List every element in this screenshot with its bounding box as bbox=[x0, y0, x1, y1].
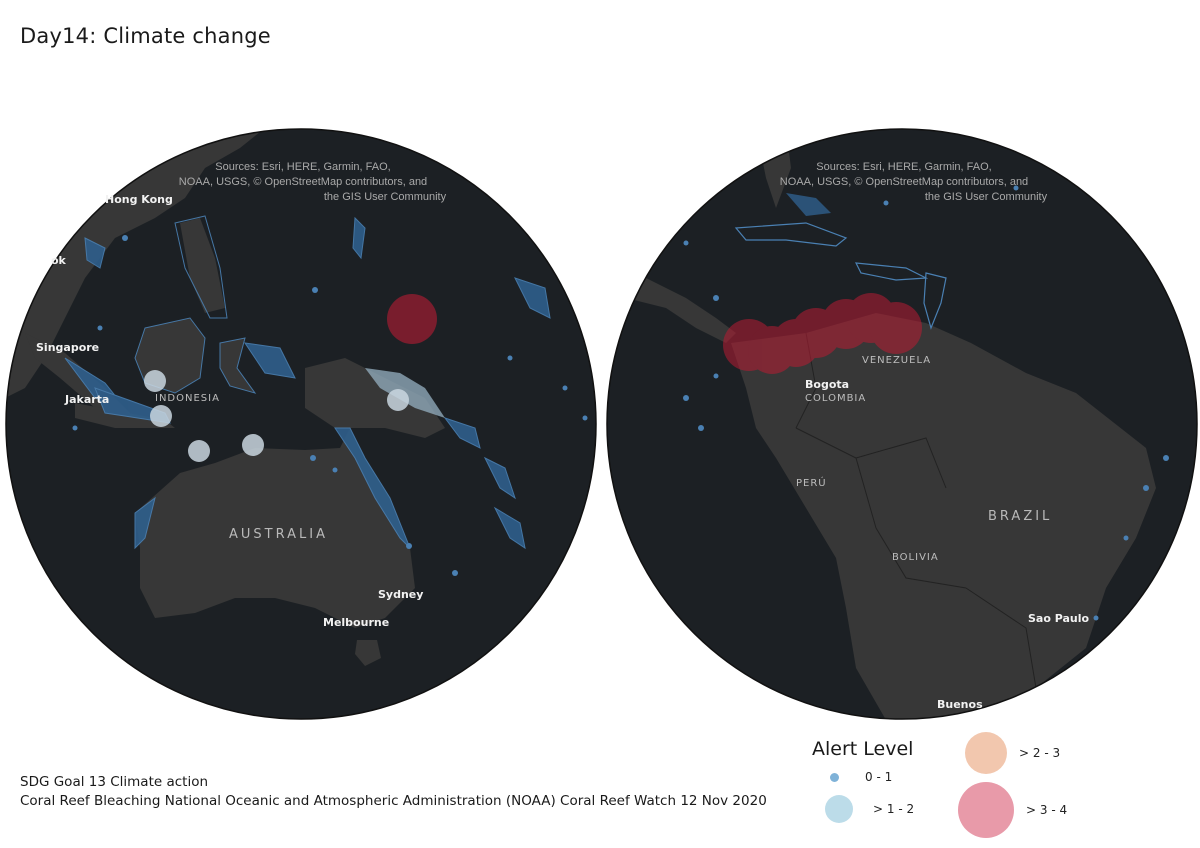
map-credit-2: NOAA, USGS, © OpenStreetMap contributors… bbox=[780, 176, 1028, 188]
land-south-america bbox=[731, 313, 1156, 719]
map-credit-3: the GIS User Community bbox=[925, 191, 1048, 203]
map-credit-1: Sources: Esri, HERE, Garmin, FAO, bbox=[215, 161, 390, 173]
legend-swatch-1-2 bbox=[825, 795, 853, 823]
label-buenos-aires: Buenos bbox=[937, 698, 983, 711]
map-indo-pacific[interactable]: Sources: Esri, HERE, Garmin, FAO, NOAA, … bbox=[5, 128, 597, 720]
alert-high-marshall[interactable] bbox=[387, 294, 437, 344]
footer-line-source: Coral Reef Bleaching National Oceanic an… bbox=[20, 793, 767, 809]
map-americas[interactable]: Sources: Esri, HERE, Garmin, FAO, NOAA, … bbox=[606, 128, 1198, 720]
label-bogota: Bogota bbox=[805, 378, 849, 391]
reef-hispaniola bbox=[854, 262, 929, 281]
label-peru: PERÚ bbox=[796, 476, 827, 489]
map-americas-canvas: Sources: Esri, HERE, Garmin, FAO, NOAA, … bbox=[606, 128, 1198, 720]
label-melbourne: Melbourne bbox=[323, 616, 389, 629]
map-credit-3: the GIS User Community bbox=[324, 191, 447, 203]
legend-title: Alert Level bbox=[812, 738, 914, 760]
legend-label-3-4: > 3 - 4 bbox=[1026, 803, 1068, 817]
legend-swatch-0-1 bbox=[830, 772, 839, 782]
alert-low-3[interactable] bbox=[188, 440, 210, 462]
alert-low-2[interactable] bbox=[150, 405, 172, 427]
land-australia bbox=[135, 428, 415, 628]
legend-item-3-4: > 3 - 4 bbox=[958, 782, 1067, 838]
map-credit-2: NOAA, USGS, © OpenStreetMap contributors… bbox=[179, 176, 427, 188]
legend-swatch-3-4 bbox=[958, 782, 1014, 838]
alert-low-4[interactable] bbox=[242, 434, 264, 456]
legend-label-0-1: 0 - 1 bbox=[865, 770, 893, 784]
land-philippines bbox=[180, 218, 225, 313]
land-new-guinea bbox=[305, 358, 445, 438]
label-jakarta: Jakarta bbox=[64, 393, 109, 406]
legend-item-1-2: > 1 - 2 bbox=[825, 795, 914, 823]
label-sao-paulo: Sao Paulo bbox=[1028, 612, 1090, 625]
label-singapore: Singapore bbox=[36, 341, 99, 354]
footer-line-goal: SDG Goal 13 Climate action bbox=[20, 774, 209, 790]
legend-item-0-1: 0 - 1 bbox=[830, 770, 892, 784]
alert-high-7[interactable] bbox=[870, 302, 922, 354]
label-bolivia: BOLIVIA bbox=[892, 552, 939, 563]
legend-label-2-3: > 2 - 3 bbox=[1019, 746, 1061, 760]
alert-low-1[interactable] bbox=[144, 370, 166, 392]
reef-cuba bbox=[734, 222, 848, 247]
label-indonesia: INDONESIA bbox=[155, 393, 220, 404]
label-sydney: Sydney bbox=[378, 588, 423, 601]
label-bangkok: ok bbox=[51, 254, 67, 267]
map-credit-1: Sources: Esri, HERE, Garmin, FAO, bbox=[816, 161, 991, 173]
label-hong-kong: Hong Kong bbox=[105, 193, 173, 206]
page-title: Day14: Climate change bbox=[20, 24, 271, 48]
footer-source: SDG Goal 13 Climate action Coral Reef Bl… bbox=[20, 773, 767, 811]
map-indo-pacific-canvas: Sources: Esri, HERE, Garmin, FAO, NOAA, … bbox=[5, 128, 597, 720]
land-tasmania bbox=[355, 640, 381, 666]
alert-low-5[interactable] bbox=[387, 389, 409, 411]
legend: Alert Level 0 - 1 > 1 - 2 > 2 - 3 > 3 - … bbox=[800, 730, 1100, 845]
label-brazil: BRAZIL bbox=[988, 509, 1052, 524]
legend-label-1-2: > 1 - 2 bbox=[873, 802, 915, 816]
legend-swatch-2-3 bbox=[965, 732, 1007, 774]
label-venezuela: VENEZUELA bbox=[862, 355, 931, 366]
reef-bahamas bbox=[786, 193, 831, 216]
label-colombia: COLOMBIA bbox=[805, 393, 866, 404]
legend-item-2-3: > 2 - 3 bbox=[965, 732, 1060, 774]
label-australia: AUSTRALIA bbox=[229, 527, 328, 542]
reef-antilles bbox=[923, 272, 947, 330]
